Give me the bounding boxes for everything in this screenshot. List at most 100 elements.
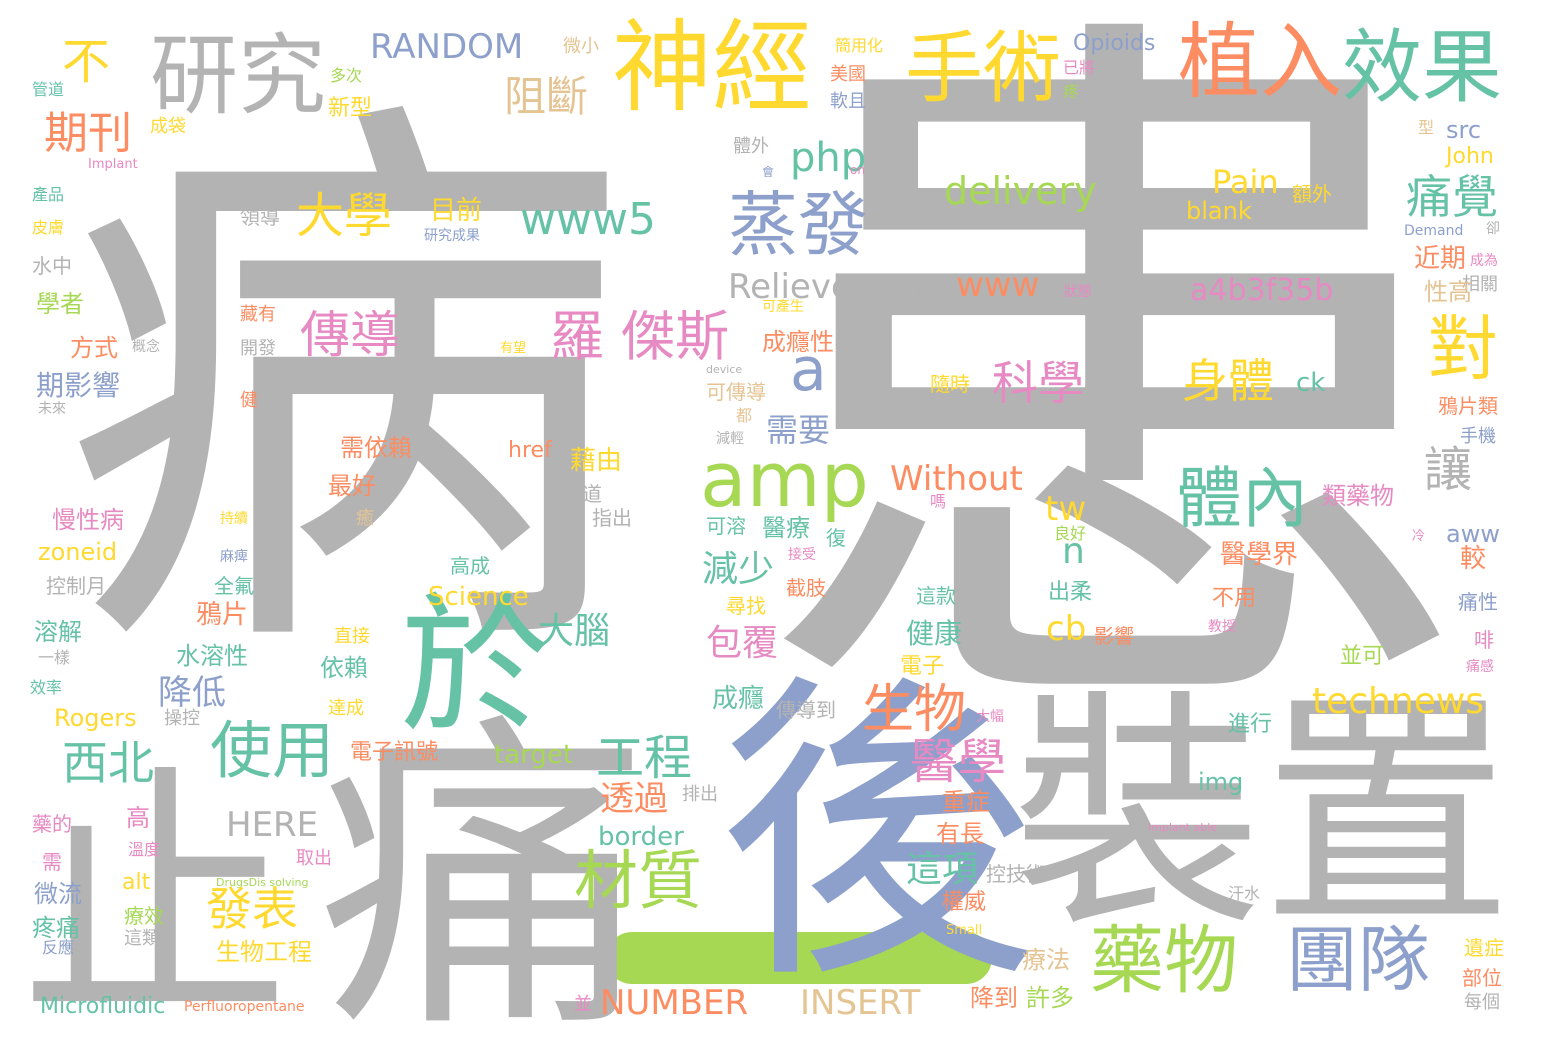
w-shengwugongcheng: 生物工程 <box>216 938 312 966</box>
w-device: device <box>706 363 743 376</box>
w-manxingbing: 慢性病 <box>52 506 124 534</box>
w-paichu: 排出 <box>682 784 718 805</box>
w-dianzi: 電子 <box>900 654 945 679</box>
w-dacheng: 達成 <box>328 698 364 719</box>
w-meige: 每個 <box>1464 992 1500 1013</box>
w-implant: Implant <box>88 157 138 172</box>
w-weilai: 未來 <box>38 401 66 417</box>
w-random: RANDOM <box>370 27 524 67</box>
w-zhichu: 指出 <box>592 506 632 530</box>
w-drugsdissolving: DrugsDis solving <box>216 876 309 889</box>
w-tongjue: 痛覺 <box>1406 170 1498 224</box>
w-kaifa: 開發 <box>240 338 276 359</box>
w-kerong: 可溶 <box>706 514 746 538</box>
w-tong: 痛 <box>318 688 648 1052</box>
w-caizhi: 材質 <box>574 845 702 919</box>
w-zoneid: zoneid <box>38 538 118 566</box>
w-shouji: 手機 <box>1460 426 1496 447</box>
w-ck: ck <box>1296 368 1326 398</box>
w-rongjie: 溶解 <box>34 618 82 646</box>
w-jiangdao: 降到 <box>970 984 1018 1012</box>
w-ma: 嗎 <box>930 492 947 511</box>
w-bingke: 並可 <box>1340 644 1385 669</box>
w-xinxing: 新型 <box>328 96 373 121</box>
w-bu2: 不用 <box>1212 586 1257 611</box>
w-opioids: Opioids <box>1073 31 1156 56</box>
w-chengyinxing: 成癮性 <box>762 328 834 356</box>
w-quanfu: 全氟 <box>214 574 254 598</box>
w-kongzhiyue: 控制月 <box>46 574 106 598</box>
w-without: Without <box>890 459 1023 499</box>
w-xiaoguo: 效果 <box>1342 21 1502 114</box>
w-kechansheng: 可產生 <box>762 299 804 315</box>
w-yixuejie: 醫學界 <box>1220 540 1299 570</box>
w-xiangguan: 相關 <box>1462 274 1498 295</box>
w-yaode: 藥的 <box>32 812 72 836</box>
w-here: HERE <box>226 805 319 845</box>
w-xunzhao: 尋找 <box>726 594 766 618</box>
w-yanjiu: 研究 <box>150 24 327 127</box>
w-rang: 讓 <box>1424 442 1473 498</box>
w-shuizhong: 水中 <box>32 254 72 278</box>
w-zuidi: 最低 <box>896 276 936 300</box>
w-perfluoropentane: Perfluoropentane <box>184 999 305 1015</box>
w-hou: 後 <box>718 649 1038 1021</box>
w-shenjing: 神經 <box>612 9 812 126</box>
w-duoci: 多次 <box>330 66 363 85</box>
w-jieshou: 接受 <box>788 547 816 563</box>
w-zhijie: 直接 <box>334 626 370 647</box>
w-xuyao: 需要 <box>766 411 831 449</box>
dash-mark <box>606 932 992 984</box>
w-tuandui: 團隊 <box>1286 918 1431 1002</box>
w-chixu: 持續 <box>220 511 248 527</box>
w-bu: 不 <box>62 34 111 90</box>
w-zheikuan: 這款 <box>916 584 956 608</box>
w-insert: INSERT <box>800 983 921 1023</box>
w-cangyou: 藏有 <box>240 304 276 325</box>
w-tw: tw <box>1045 489 1087 529</box>
w-kechuandao: 可傳導 <box>706 380 766 404</box>
w-chengwei: 成為 <box>1470 253 1498 269</box>
w-quanwei: 權威 <box>942 890 987 915</box>
w-chusou: 出柔 <box>1048 580 1093 605</box>
w-leng: 冷 <box>1412 529 1426 544</box>
w-zhengfa: 蒸發 <box>728 184 868 266</box>
w-danao: 大腦 <box>538 611 611 652</box>
w-touguo: 透過 <box>600 779 668 819</box>
w-shiyong: 使用 <box>210 714 335 787</box>
w-dou: 都 <box>736 406 753 425</box>
w-src: src <box>1446 116 1482 144</box>
w-a4b3f35b: a4b3f35b <box>1190 273 1334 308</box>
w-tinei: 體內 <box>1176 460 1308 537</box>
w-implantable: Implant able <box>1148 821 1218 834</box>
w-www5: www5 <box>520 194 656 245</box>
w-relieves: Relieves <box>728 267 870 307</box>
w-number: NUMBER <box>600 983 749 1023</box>
w-baofu: 包覆 <box>706 623 779 664</box>
w-dafu: 大幅 <box>976 709 1004 725</box>
w-cb: cb <box>1046 609 1087 649</box>
w-caokong: 操控 <box>164 708 200 729</box>
w-lei-yaowu: 類藥物 <box>1322 482 1394 510</box>
w-demand: Demand <box>1404 223 1464 239</box>
w-shenti: 身體 <box>1182 354 1274 408</box>
w-jiankang: 健康 <box>906 617 963 650</box>
w-amp: amp <box>700 435 869 524</box>
w-gainian: 概念 <box>132 339 160 355</box>
w-href: href <box>508 438 552 463</box>
w-kongzhijishu: 控技術 <box>986 862 1046 886</box>
w-tengtong: 疼痛 <box>32 914 80 942</box>
w-microfluidic: Microfluidic <box>40 994 166 1019</box>
w-yizheng: 遺症 <box>1464 936 1504 960</box>
w-chanpin: 產品 <box>32 185 65 204</box>
w-zheixiang: 這項 <box>906 849 979 890</box>
w-jinqi: 近期 <box>1414 244 1467 274</box>
w-on: on <box>850 163 865 177</box>
w-yijiang: 已將 <box>1063 58 1096 77</box>
w-jiezhi: 截肢 <box>786 576 826 600</box>
w-hui: 會 <box>762 165 775 179</box>
w-hanshui: 汗水 <box>1228 884 1261 903</box>
w-pain: Pain <box>1212 163 1279 201</box>
w-zhuangzhi: 裝置 <box>1012 669 1512 960</box>
